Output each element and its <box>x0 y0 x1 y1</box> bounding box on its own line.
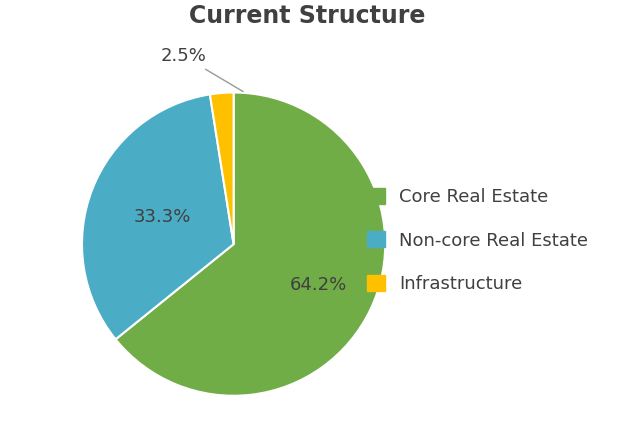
Text: 64.2%: 64.2% <box>290 276 347 294</box>
Wedge shape <box>210 93 234 244</box>
Wedge shape <box>116 93 385 396</box>
Legend: Core Real Estate, Non-core Real Estate, Infrastructure: Core Real Estate, Non-core Real Estate, … <box>367 188 588 293</box>
Wedge shape <box>82 95 234 339</box>
Text: 2.5%: 2.5% <box>161 47 243 91</box>
Title: Current Structure: Current Structure <box>189 4 426 28</box>
Text: 33.3%: 33.3% <box>134 208 191 226</box>
